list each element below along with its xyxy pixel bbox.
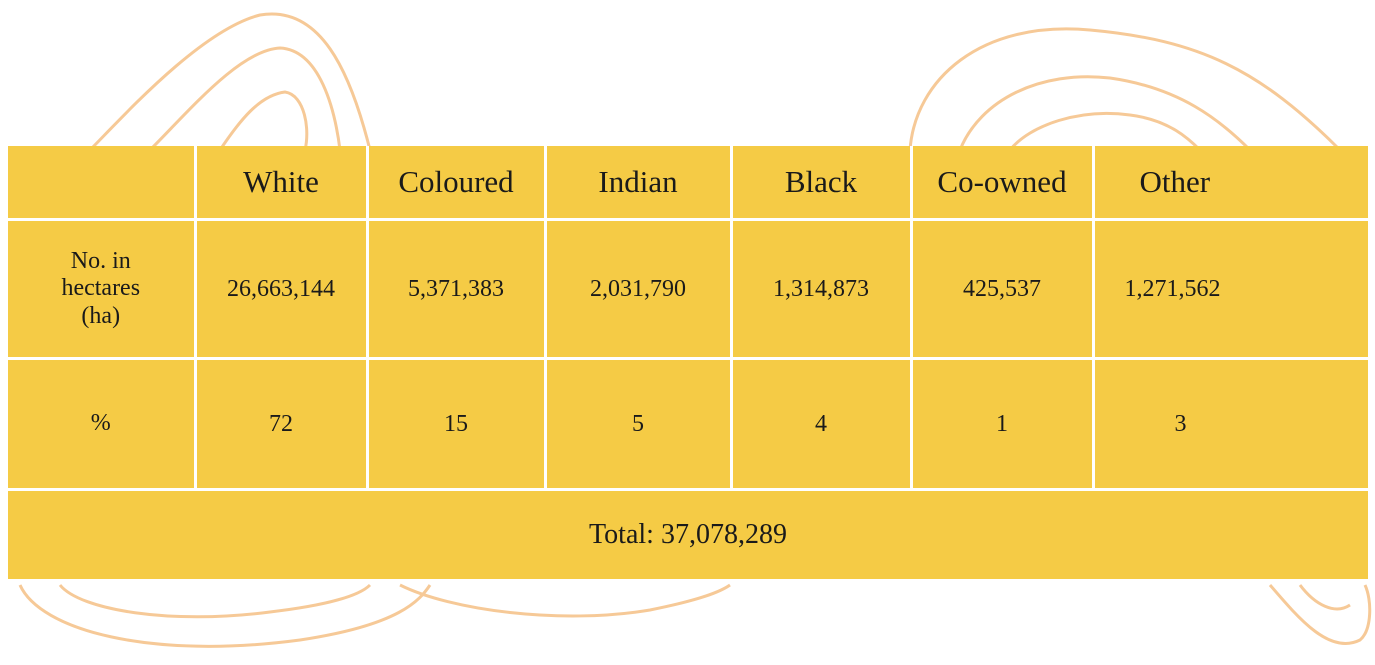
land-table: White Coloured Indian Black Co-owned Oth…	[8, 146, 1368, 579]
percent-row: % 72 15 5 4 1 3	[8, 359, 1368, 490]
cell: 425,537	[911, 220, 1093, 359]
cell: 5	[545, 359, 731, 490]
page: {"table": { "columns": ["White", "Colour…	[0, 0, 1375, 665]
column-header: Coloured	[367, 146, 545, 220]
empty-cell	[8, 146, 195, 220]
column-header: Co-owned	[911, 146, 1093, 220]
cell: 1,271,562	[1093, 220, 1368, 359]
cell: 1,314,873	[731, 220, 911, 359]
header-row: White Coloured Indian Black Co-owned Oth…	[8, 146, 1368, 220]
cell: 3	[1093, 359, 1368, 490]
cell: 72	[195, 359, 367, 490]
hectares-row: No. in hectares (ha) 26,663,144 5,371,38…	[8, 220, 1368, 359]
row-label: %	[8, 359, 195, 490]
column-header: Indian	[545, 146, 731, 220]
cell: 2,031,790	[545, 220, 731, 359]
column-header: Other	[1093, 146, 1368, 220]
cell: 1	[911, 359, 1093, 490]
cell: 26,663,144	[195, 220, 367, 359]
column-header: White	[195, 146, 367, 220]
column-header: Black	[731, 146, 911, 220]
total-row: Total: 37,078,289	[8, 490, 1368, 580]
cell: 4	[731, 359, 911, 490]
total: Total: 37,078,289	[8, 490, 1368, 580]
cell: 5,371,383	[367, 220, 545, 359]
row-label: No. in hectares (ha)	[8, 220, 195, 359]
cell: 15	[367, 359, 545, 490]
